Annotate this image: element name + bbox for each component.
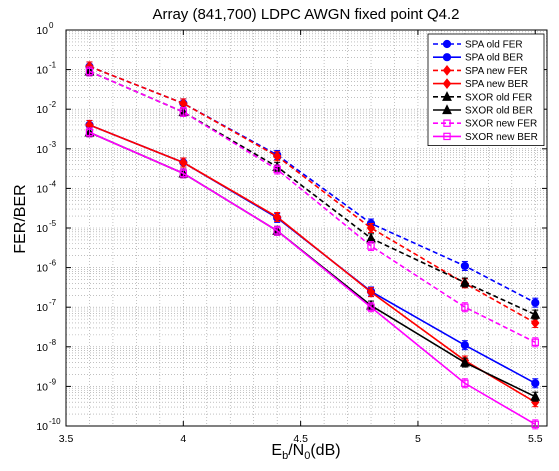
x-axis-label: Eb/N0(dB)	[271, 442, 340, 462]
data-point-triangle	[442, 104, 452, 115]
y-tick-exponent: -8	[49, 338, 57, 347]
y-tick-label: 10	[36, 263, 48, 275]
legend-label: SPA new FER	[465, 66, 528, 77]
chart-title: Array (841,700) LDPC AWGN fixed point Q4…	[152, 6, 459, 23]
data-point-diamond	[272, 211, 282, 223]
x-axis-label-sub-b: b	[282, 450, 288, 462]
y-tick-exponent: -6	[49, 259, 57, 268]
legend-label: SPA new BER	[465, 79, 528, 90]
y-tick-exponent: 0	[49, 21, 54, 30]
data-point-square	[273, 227, 281, 235]
data-point-square	[367, 303, 375, 311]
data-point-circle	[531, 379, 540, 388]
x-tick-label: 5.5	[528, 433, 543, 445]
data-point-square	[85, 67, 94, 76]
legend-item: SXOR old FER	[433, 91, 532, 103]
y-tick-label: 10	[36, 25, 48, 37]
data-point-triangle	[366, 232, 376, 243]
legend-item: SXOR new FER	[433, 119, 537, 130]
series-line	[89, 131, 536, 426]
data-point-diamond	[442, 64, 452, 76]
y-tick-label: 10	[36, 342, 48, 354]
legend-label: SXOR new FER	[465, 119, 537, 130]
legend-label: SXOR old BER	[465, 106, 533, 117]
legend-box	[427, 33, 545, 146]
y-tick-exponent: -1	[49, 61, 57, 70]
data-point-square	[179, 169, 188, 178]
y-tick-exponent: -9	[49, 377, 57, 386]
y-axis-label: FER/BER	[12, 184, 29, 253]
legend-item: SXOR old BER	[433, 104, 533, 117]
data-point-square	[443, 119, 451, 127]
series-line	[89, 70, 536, 344]
y-tick-exponent: -3	[49, 140, 57, 149]
y-tick-exponent: -5	[49, 219, 57, 228]
series-sxor-new-fer	[85, 66, 539, 348]
data-point-square	[443, 132, 451, 141]
legend-item: SPA old BER	[433, 53, 523, 64]
data-point-square	[461, 379, 469, 387]
data-point-diamond	[442, 78, 452, 90]
data-point-triangle	[530, 390, 541, 401]
series-line	[89, 65, 536, 324]
data-point-triangle	[459, 276, 470, 287]
data-point-circle	[531, 298, 540, 307]
data-point-diamond	[366, 286, 376, 298]
grid	[66, 30, 547, 426]
legend-item: SPA new FER	[433, 64, 528, 77]
x-axis-label-unit: (dB)	[310, 442, 340, 459]
x-tick-label: 4.5	[293, 433, 308, 445]
legend-item: SPA new BER	[433, 78, 528, 90]
legend-item: SPA old FER	[433, 40, 523, 51]
y-tick-label: 10	[36, 104, 48, 116]
y-tick-exponent: -7	[49, 298, 57, 307]
y-tick-label: 10	[36, 65, 48, 77]
y-tick-label: 10	[36, 223, 48, 235]
series-layer	[84, 61, 541, 430]
data-point-triangle	[459, 356, 470, 367]
data-point-circle	[442, 53, 452, 62]
data-point-square	[273, 165, 281, 174]
y-tick-label: 10	[36, 183, 48, 195]
data-point-diamond	[179, 157, 188, 168]
x-tick-label: 3.5	[59, 433, 74, 445]
series-spa-new-ber	[85, 119, 540, 408]
data-point-circle	[460, 261, 469, 271]
y-tick-exponent: -10	[49, 417, 61, 426]
x-tick-label: 4	[180, 433, 186, 445]
legend-label: SPA old FER	[465, 40, 523, 51]
legend-label: SXOR old FER	[465, 92, 532, 103]
data-point-circle	[442, 39, 452, 49]
legend-label: SXOR new BER	[465, 132, 538, 143]
x-axis-label-main: E	[271, 442, 282, 459]
data-point-square	[367, 242, 375, 250]
x-axis-label-sub-0: 0	[304, 450, 310, 462]
y-tick-label: 10	[36, 381, 48, 393]
y-tick-exponent: -2	[49, 100, 57, 109]
data-point-square	[531, 420, 539, 429]
data-point-square	[85, 128, 94, 137]
x-axis-label-mid: /N	[288, 442, 304, 459]
x-tick-label: 5	[415, 433, 421, 445]
series-sxor-old-ber	[84, 126, 541, 402]
series-sxor-new-ber	[85, 127, 539, 430]
y-tick-label: 10	[36, 144, 48, 156]
legend: SPA old FER SPA old BER SPA new FER SPA new…	[427, 33, 545, 146]
legend-item: SXOR new BER	[433, 132, 538, 143]
data-point-square	[179, 108, 188, 116]
y-tick-label: 10	[36, 302, 48, 314]
data-point-triangle	[530, 308, 541, 319]
y-tick-label: 10	[36, 421, 48, 433]
data-point-circle	[460, 341, 469, 350]
data-point-diamond	[531, 317, 540, 329]
data-point-square	[461, 303, 469, 311]
legend-label: SPA old BER	[465, 53, 523, 64]
y-tick-exponent: -4	[49, 179, 57, 188]
data-point-square	[531, 338, 539, 346]
data-point-diamond	[272, 150, 282, 162]
data-point-triangle	[442, 91, 452, 101]
